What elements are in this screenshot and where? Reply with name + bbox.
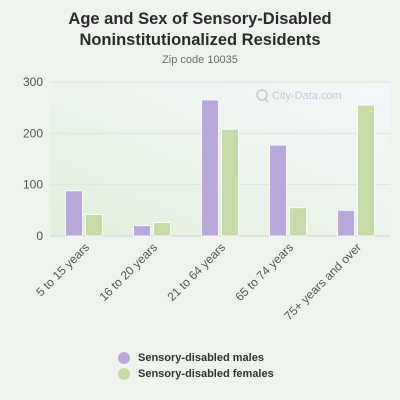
y-tick-label: 100	[23, 178, 43, 192]
bar-males-2	[133, 225, 151, 237]
x-tick-label: 5 to 15 years	[33, 240, 92, 299]
watermark-text: City-Data.com	[272, 90, 342, 102]
y-tick-label: 0	[36, 229, 43, 243]
legend-swatch-females	[118, 368, 130, 380]
chart-legend: Sensory-disabled males Sensory-disabled …	[118, 350, 274, 382]
bar-males-3	[201, 99, 219, 237]
bar-males-1	[65, 190, 83, 237]
bar-females-2	[153, 222, 171, 237]
bar-females-1	[85, 214, 103, 237]
x-tick-label: 75+ years and over	[281, 240, 364, 323]
legend-item-females: Sensory-disabled females	[118, 366, 274, 382]
legend-label-males: Sensory-disabled males	[138, 352, 264, 364]
x-tick-label: 21 to 64 years	[164, 240, 228, 304]
chart-subtitle: Zip code 10035	[162, 54, 238, 66]
bar-males-4	[269, 144, 287, 237]
legend-item-males: Sensory-disabled males	[118, 350, 274, 366]
plot-area	[50, 82, 390, 236]
x-tick-label: 16 to 20 years	[96, 240, 160, 304]
legend-swatch-males	[118, 352, 130, 364]
chart-title-line1: Age and Sex of Sensory-Disabled	[68, 10, 332, 28]
y-tick-label: 200	[23, 126, 43, 140]
chart-title: Age and Sex of Sensory-Disabled Noninsti…	[0, 9, 400, 51]
x-tick-label: 65 to 74 years	[232, 240, 296, 304]
watermark: City-Data.com	[256, 89, 342, 103]
y-tick-label: 300	[23, 75, 43, 89]
chart-title-line2: Noninstitutionalized Residents	[79, 31, 321, 49]
bar-males-5	[337, 209, 355, 237]
legend-label-females: Sensory-disabled females	[138, 368, 274, 380]
bar-females-4	[289, 207, 307, 237]
bar-females-3	[221, 128, 239, 237]
bar-females-5	[357, 104, 375, 237]
